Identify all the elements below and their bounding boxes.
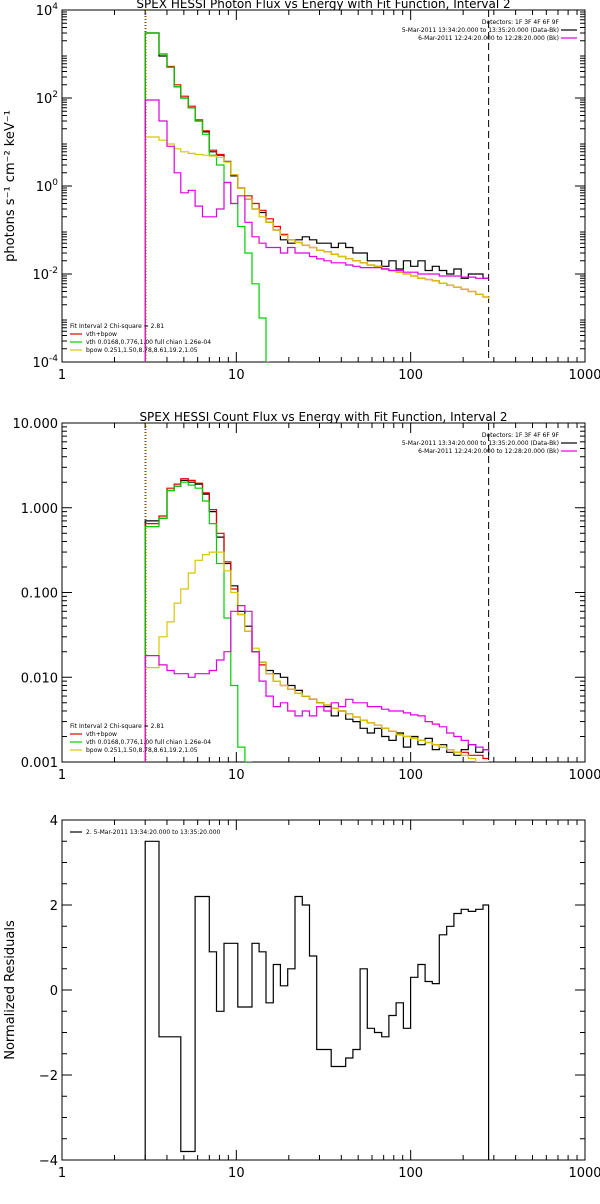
y-tick-label: 10.000 bbox=[13, 417, 59, 432]
y-tick-label: 100 bbox=[36, 178, 59, 195]
y-tick-label: 2 bbox=[50, 899, 58, 914]
legend-left-text: vth 0.0168,0.776,1.00 full chian 1.26e-0… bbox=[86, 339, 211, 346]
legend-left-text: Fit Interval 2 Chi-square = 2.81 bbox=[70, 323, 164, 330]
x-tick-label: 1 bbox=[58, 1166, 66, 1181]
y-tick-label: 0.001 bbox=[21, 756, 58, 771]
series-group bbox=[145, 33, 488, 362]
y-tick-label: 0 bbox=[50, 984, 58, 999]
x-tick-label: 10 bbox=[228, 368, 245, 383]
y-tick-exponent: 2 bbox=[52, 90, 58, 100]
y-tick-base: 10 bbox=[32, 356, 49, 371]
series-group bbox=[145, 841, 488, 1160]
y-axis-label: photons s⁻¹ cm⁻² keV⁻¹ bbox=[3, 110, 18, 262]
series-line-2 bbox=[145, 479, 488, 762]
y-tick-label: 1.000 bbox=[21, 502, 58, 517]
x-tick-label: 10 bbox=[228, 768, 245, 783]
y-tick-label: −2 bbox=[39, 1069, 58, 1084]
plot-frame bbox=[62, 10, 585, 362]
chart-2: 1 10 100 1000 0.001 0.010 0.100 1.000 10.000 SPEX… bbox=[13, 410, 600, 783]
y-tick-label: 4 bbox=[50, 814, 58, 829]
series-line-4 bbox=[145, 137, 488, 362]
legend-left-text: Fit Interval 2 Chi-square = 2.81 bbox=[70, 723, 164, 730]
legend-left-text: bpow 0.251,1.50,8.78,8.61,19.2,1.05 bbox=[86, 747, 198, 754]
x-tick-label: 100 bbox=[398, 768, 423, 783]
x-tick-label: 10 bbox=[228, 1166, 245, 1181]
y-tick-exponent: -4 bbox=[49, 354, 58, 364]
series-line-4 bbox=[145, 552, 488, 762]
legend-left-text: vth+bpow bbox=[86, 331, 117, 338]
y-tick-label: 0.010 bbox=[21, 671, 58, 686]
x-tick-label: 1 bbox=[58, 768, 66, 783]
legend-left-text: 2. 5-Mar-2011 13:34:20.000 to 13:35:20.0… bbox=[86, 829, 221, 836]
series-line-1 bbox=[145, 841, 488, 1160]
y-tick-base: 10 bbox=[36, 180, 53, 195]
series-line-2 bbox=[145, 33, 488, 362]
y-tick-base: 10 bbox=[32, 268, 49, 283]
x-tick-label: 1000 bbox=[568, 1166, 600, 1181]
x-tick-label: 100 bbox=[398, 1166, 423, 1181]
legend-right-text: 6-Mar-2011 12:24:20.000 to 12:28:20.000 … bbox=[418, 35, 559, 42]
series-line-3 bbox=[145, 482, 252, 762]
series-line-5 bbox=[145, 100, 488, 362]
legend-left-text: vth 0.0168,0.776,1.00 full chian 1.26e-0… bbox=[86, 739, 211, 746]
x-tick-label: 1 bbox=[58, 368, 66, 383]
y-tick-label: 0.100 bbox=[21, 587, 58, 602]
series-group bbox=[145, 479, 488, 762]
y-tick-exponent: 0 bbox=[52, 178, 58, 188]
y-tick-exponent: 4 bbox=[52, 2, 58, 12]
legend-left-text: vth+bpow bbox=[86, 731, 117, 738]
x-tick-label: 1000 bbox=[568, 368, 600, 383]
y-tick-label: 102 bbox=[36, 90, 58, 107]
y-tick-label: 10-2 bbox=[32, 266, 58, 283]
chart-title: SPEX HESSI Photon Flux vs Energy with Fi… bbox=[136, 0, 510, 11]
y-tick-label: −4 bbox=[39, 1154, 58, 1169]
y-tick-label: 104 bbox=[36, 2, 59, 19]
y-tick-base: 10 bbox=[36, 4, 53, 19]
y-tick-base: 10 bbox=[36, 92, 53, 107]
legend-right-text: 5-Mar-2011 13:34:20.000 to 13:35:20.000 … bbox=[402, 27, 559, 34]
legend-right-text: 6-Mar-2011 12:24:20.000 to 12:28:20.000 … bbox=[418, 448, 559, 455]
series-line-3 bbox=[145, 33, 269, 362]
series-line-1 bbox=[145, 480, 488, 762]
y-axis-label: Normalized Residuals bbox=[3, 920, 18, 1060]
legend-right-text: 5-Mar-2011 13:34:20.000 to 13:35:20.000 … bbox=[402, 440, 559, 447]
chart-3: 1 10 100 1000 −4 −2 0 2 4 Normalized Residuals 2. … bbox=[3, 814, 600, 1181]
legend-right-text: Detectors: 1F 3F 4F 6F 9F bbox=[482, 19, 560, 26]
plot-frame bbox=[62, 820, 585, 1160]
y-tick-label: 10-4 bbox=[32, 354, 58, 371]
series-line-1 bbox=[145, 33, 488, 362]
x-tick-label: 100 bbox=[398, 368, 423, 383]
legend-right-text: Detectors: 1F 3F 4F 6F 9F bbox=[482, 432, 560, 439]
x-tick-label: 1000 bbox=[568, 768, 600, 783]
chart-title: SPEX HESSI Count Flux vs Energy with Fit… bbox=[139, 410, 507, 424]
legend-left-text: bpow 0.251,1.50,8.78,8.61,19.2,1.05 bbox=[86, 347, 198, 354]
y-tick-exponent: -2 bbox=[49, 266, 58, 276]
